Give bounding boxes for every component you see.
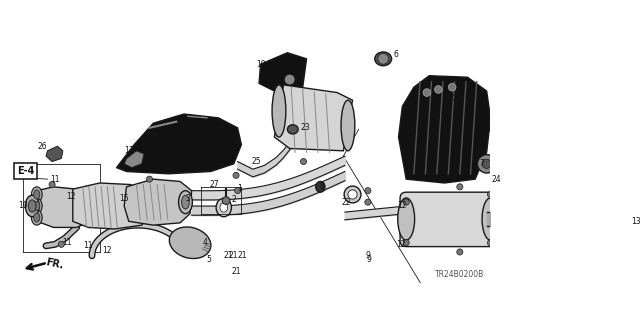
Text: 8: 8 bbox=[319, 182, 324, 191]
Ellipse shape bbox=[287, 125, 298, 134]
Polygon shape bbox=[73, 183, 150, 229]
Circle shape bbox=[365, 188, 371, 194]
Text: 21: 21 bbox=[223, 251, 233, 260]
Ellipse shape bbox=[272, 85, 286, 137]
Ellipse shape bbox=[397, 198, 415, 240]
Text: 23: 23 bbox=[300, 123, 310, 132]
Circle shape bbox=[423, 89, 431, 96]
Text: 25: 25 bbox=[252, 157, 262, 166]
Ellipse shape bbox=[31, 198, 42, 214]
Ellipse shape bbox=[375, 52, 392, 66]
Ellipse shape bbox=[31, 210, 42, 225]
Text: 10: 10 bbox=[18, 202, 28, 211]
Text: 21: 21 bbox=[229, 251, 239, 260]
Circle shape bbox=[477, 155, 496, 173]
Circle shape bbox=[234, 188, 241, 194]
Circle shape bbox=[403, 199, 409, 205]
Circle shape bbox=[49, 181, 55, 188]
Text: 11: 11 bbox=[63, 238, 72, 247]
Ellipse shape bbox=[316, 181, 325, 192]
Ellipse shape bbox=[34, 201, 40, 211]
Text: 5: 5 bbox=[206, 255, 211, 264]
Text: 6: 6 bbox=[393, 50, 398, 59]
Text: 25: 25 bbox=[168, 146, 177, 155]
Polygon shape bbox=[275, 85, 353, 151]
Polygon shape bbox=[399, 76, 490, 183]
Circle shape bbox=[457, 184, 463, 190]
Text: 17: 17 bbox=[124, 146, 134, 155]
Circle shape bbox=[403, 240, 409, 246]
Polygon shape bbox=[124, 151, 144, 168]
Ellipse shape bbox=[179, 191, 193, 214]
Text: 12: 12 bbox=[102, 246, 112, 255]
Text: 15: 15 bbox=[119, 194, 129, 203]
Circle shape bbox=[449, 84, 456, 91]
Text: 24: 24 bbox=[482, 125, 492, 134]
Ellipse shape bbox=[170, 227, 211, 259]
Ellipse shape bbox=[26, 195, 39, 217]
Text: 13: 13 bbox=[631, 217, 640, 226]
Polygon shape bbox=[34, 187, 90, 228]
Polygon shape bbox=[116, 114, 241, 174]
Circle shape bbox=[58, 241, 65, 247]
Ellipse shape bbox=[348, 190, 357, 199]
Circle shape bbox=[457, 249, 463, 255]
Text: 27: 27 bbox=[210, 180, 220, 189]
Text: 3: 3 bbox=[186, 194, 190, 203]
Text: 20: 20 bbox=[447, 94, 457, 103]
Ellipse shape bbox=[34, 213, 40, 222]
Circle shape bbox=[233, 172, 239, 178]
Ellipse shape bbox=[482, 198, 499, 240]
Ellipse shape bbox=[344, 186, 361, 203]
Polygon shape bbox=[46, 146, 63, 162]
Text: 12: 12 bbox=[66, 192, 76, 201]
Text: 21: 21 bbox=[231, 267, 241, 276]
Ellipse shape bbox=[341, 100, 355, 151]
Text: 4: 4 bbox=[203, 238, 208, 247]
Text: 9: 9 bbox=[365, 251, 371, 260]
Text: 12: 12 bbox=[397, 202, 407, 211]
Circle shape bbox=[488, 191, 493, 197]
Text: 11: 11 bbox=[51, 175, 60, 184]
Ellipse shape bbox=[28, 200, 36, 212]
Circle shape bbox=[284, 74, 295, 85]
Text: 19: 19 bbox=[256, 60, 266, 69]
Text: 7: 7 bbox=[479, 159, 484, 168]
Circle shape bbox=[435, 86, 442, 93]
Text: 9: 9 bbox=[367, 255, 372, 264]
Circle shape bbox=[300, 158, 307, 164]
Text: TR24B0200B: TR24B0200B bbox=[435, 270, 484, 279]
Ellipse shape bbox=[31, 187, 42, 202]
Text: 24: 24 bbox=[492, 175, 501, 184]
Ellipse shape bbox=[182, 195, 189, 209]
Text: 1: 1 bbox=[237, 184, 241, 193]
Polygon shape bbox=[259, 53, 307, 95]
Text: 26: 26 bbox=[37, 142, 47, 151]
Ellipse shape bbox=[220, 203, 228, 212]
Text: 2: 2 bbox=[232, 195, 236, 204]
Polygon shape bbox=[124, 179, 191, 225]
Text: 11: 11 bbox=[83, 241, 93, 250]
Text: E-4: E-4 bbox=[17, 166, 34, 176]
Circle shape bbox=[378, 53, 388, 64]
Circle shape bbox=[147, 176, 152, 182]
Text: 22: 22 bbox=[342, 198, 351, 207]
Ellipse shape bbox=[216, 198, 232, 217]
Text: 12: 12 bbox=[396, 240, 406, 249]
Text: 25: 25 bbox=[168, 146, 177, 155]
Circle shape bbox=[365, 199, 371, 205]
Text: 21: 21 bbox=[237, 251, 247, 260]
FancyBboxPatch shape bbox=[400, 192, 497, 247]
Text: FR.: FR. bbox=[44, 257, 64, 270]
Text: 18: 18 bbox=[223, 136, 233, 145]
Circle shape bbox=[482, 159, 492, 168]
Circle shape bbox=[488, 240, 493, 246]
Circle shape bbox=[222, 197, 230, 204]
Ellipse shape bbox=[34, 190, 40, 199]
